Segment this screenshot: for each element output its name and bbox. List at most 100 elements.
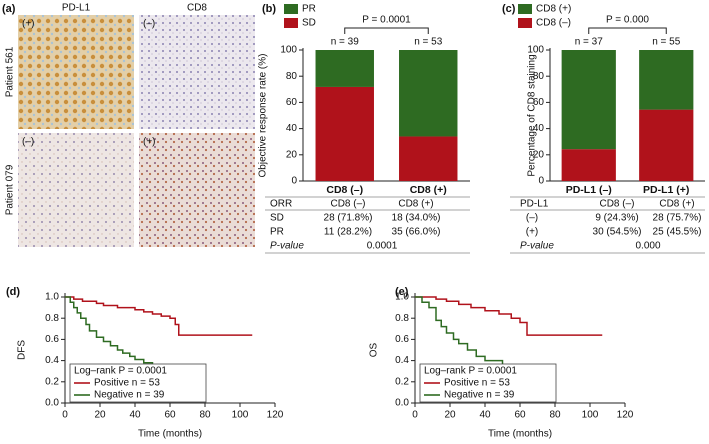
y-tick-label: 100	[280, 45, 297, 56]
x-tick-label: 40	[129, 410, 141, 421]
staining-marker: (–)	[143, 19, 155, 30]
survival-curve	[65, 296, 188, 375]
staining-marker: (+)	[22, 19, 35, 30]
x-tick-label: 80	[549, 410, 561, 421]
y-tick-label: 20	[286, 149, 298, 160]
table-cell: 25 (45.5%)	[653, 227, 702, 238]
table-cell: 0.000	[635, 241, 660, 252]
x-tick-label: 40	[479, 410, 491, 421]
table-cell: 0.0001	[367, 241, 398, 252]
y-tick-label: 60	[286, 97, 298, 108]
micrograph	[18, 133, 134, 247]
x-tick-label: 20	[94, 410, 106, 421]
x-tick-label: 120	[267, 410, 284, 421]
x-tick-label: 100	[582, 410, 599, 421]
panel-label: (d)	[6, 286, 20, 298]
table-cell: P-value	[270, 241, 304, 252]
y-tick-label: 0.8	[395, 313, 409, 324]
y-tick-label: 0.0	[45, 398, 59, 409]
legend-label: Positive n = 53	[94, 378, 160, 389]
table-header: CD8 (–)	[330, 199, 365, 210]
table-cell: (–)	[526, 213, 538, 224]
n-label: n = 53	[414, 37, 443, 48]
table-cell: 28 (75.7%)	[653, 213, 702, 224]
n-label: n = 37	[575, 37, 604, 48]
legend-label: SD	[302, 18, 316, 29]
x-tick-label: PD-L1 (–)	[566, 184, 612, 196]
panel-label: (a)	[2, 3, 16, 15]
p-value: P = 0.000	[606, 15, 649, 26]
micrograph	[139, 15, 255, 129]
panel-a: (a) PD-L1 CD8 Patient 561 Patient 079 (+…	[2, 3, 255, 247]
y-axis-label: DFS	[17, 340, 28, 360]
y-tick-label: 0	[291, 176, 297, 187]
micrograph	[139, 133, 255, 247]
y-axis-label: Objective response rate (%)	[258, 54, 269, 178]
y-tick-label: 40	[286, 123, 298, 134]
legend-label: Negative n = 39	[94, 390, 165, 401]
legend-box	[419, 363, 557, 403]
survival-curve	[415, 296, 603, 336]
table-cell: 35 (66.0%)	[392, 227, 441, 238]
row-label: Patient 561	[5, 46, 16, 97]
y-tick-label: 0.4	[395, 355, 409, 366]
survival-curve	[65, 296, 253, 336]
table-header: CD8 (+)	[659, 199, 694, 210]
y-tick-label: 0.2	[45, 376, 59, 387]
legend-swatch	[284, 18, 298, 28]
y-tick-label: 0.6	[395, 334, 409, 345]
table-cell: 30 (54.5%)	[593, 227, 642, 238]
x-tick-label: 60	[164, 410, 176, 421]
table-cell: PR	[270, 227, 284, 238]
table-header: CD8 (+)	[398, 199, 433, 210]
y-tick-label: 0	[538, 176, 544, 187]
table-cell: SD	[270, 213, 284, 224]
bracket	[588, 27, 667, 34]
row-label: Patient 079	[5, 164, 16, 215]
bracket	[344, 27, 429, 34]
legend-label: CD8 (–)	[536, 18, 571, 29]
bar-segment	[315, 86, 374, 181]
legend-swatch	[518, 4, 532, 14]
annotation: Log–rank P = 0.0001	[424, 366, 517, 377]
table-cell: 9 (24.3%)	[595, 213, 638, 224]
legend-label: Positive n = 53	[444, 378, 510, 389]
y-tick-label: 80	[286, 71, 298, 82]
y-tick-label: 1.0	[395, 292, 409, 303]
x-tick-label: 0	[62, 410, 68, 421]
n-label: n = 55	[652, 37, 681, 48]
x-tick-label: PD-L1 (+)	[643, 184, 689, 196]
legend-label: CD8 (+)	[536, 4, 571, 15]
legend-swatch	[518, 18, 532, 28]
staining-marker: (+)	[143, 137, 156, 148]
y-tick-label: 1.0	[45, 292, 59, 303]
panel-label: (c)	[502, 3, 516, 15]
table-cell: P-value	[520, 241, 554, 252]
table-cell: 28 (71.8%)	[324, 213, 373, 224]
table-header: CD8 (–)	[599, 199, 634, 210]
y-axis-label: OS	[369, 342, 380, 357]
table-header: ORR	[270, 199, 292, 210]
legend-swatch	[284, 4, 298, 14]
y-tick-label: 0.0	[395, 398, 409, 409]
y-tick-label: 0.2	[395, 376, 409, 387]
y-tick-label: 0.8	[45, 313, 59, 324]
x-axis-label: Time (months)	[138, 429, 202, 440]
column-label: PD-L1	[62, 3, 91, 14]
x-tick-label: 80	[199, 410, 211, 421]
x-tick-label: CD8 (+)	[410, 184, 447, 196]
y-tick-label: 40	[533, 123, 545, 134]
micrograph	[18, 15, 134, 129]
x-tick-label: 0	[412, 410, 418, 421]
column-label: CD8	[187, 3, 207, 14]
x-tick-label: CD8 (–)	[326, 184, 363, 196]
bar-segment	[561, 149, 616, 181]
legend-label: PR	[302, 4, 316, 15]
y-axis-label: Percentage of CD8 staining	[527, 54, 538, 176]
legend-box	[69, 363, 207, 403]
table-cell: 18 (34.0%)	[392, 213, 441, 224]
table-header: PD-L1	[520, 199, 549, 210]
y-tick-label: 80	[533, 71, 545, 82]
bar-segment	[399, 50, 458, 137]
